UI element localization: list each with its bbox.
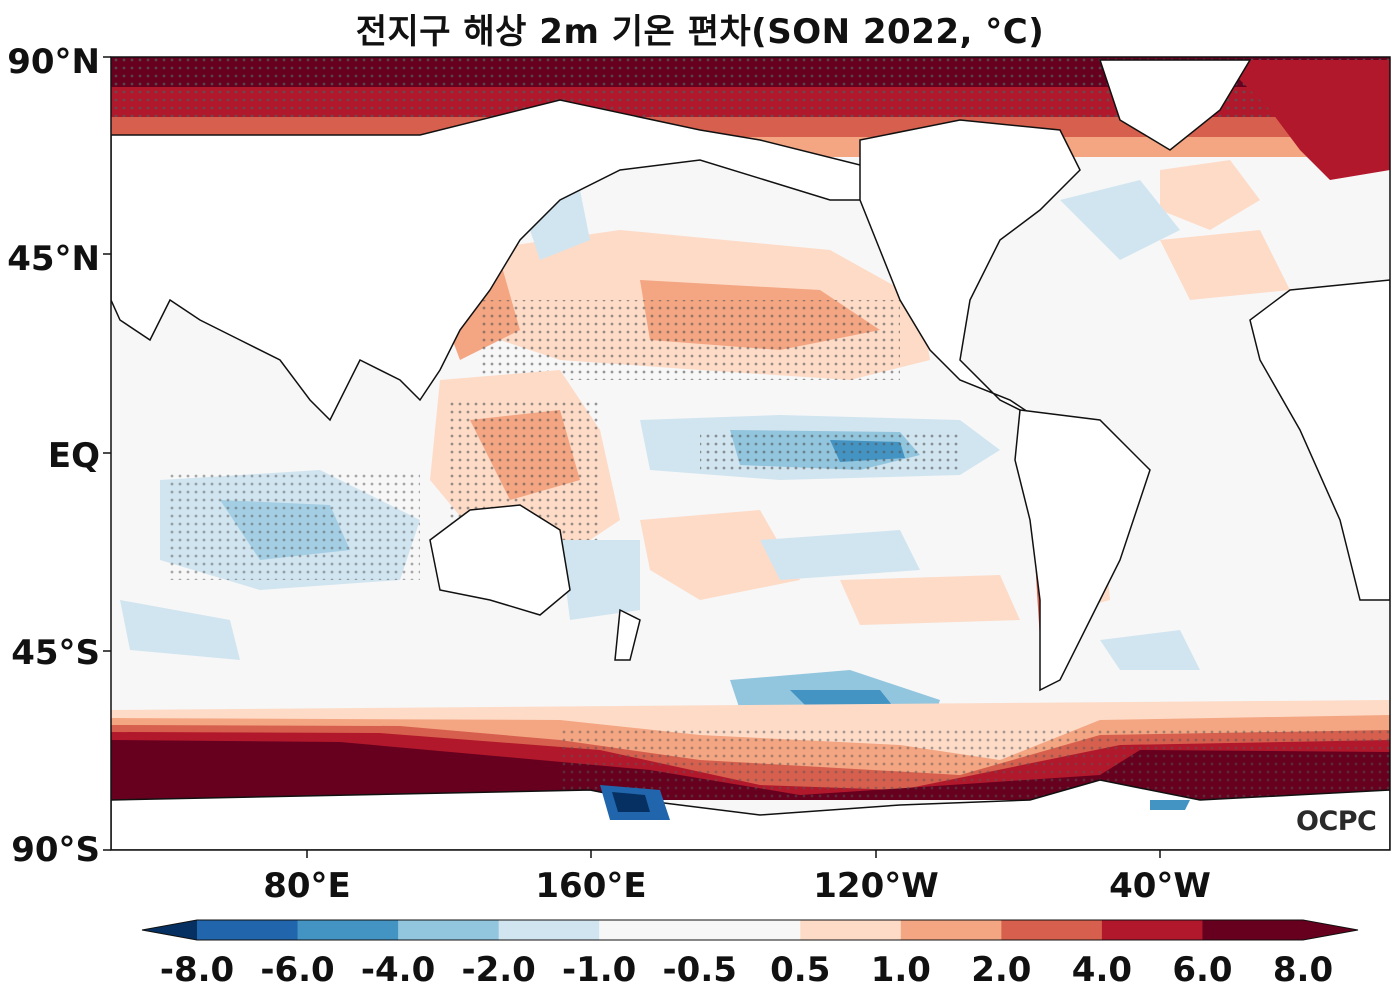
colorbar-label: -4.0 xyxy=(360,950,436,990)
colorbar-label: 6.0 xyxy=(1172,950,1233,990)
colorbar-extend-min xyxy=(142,920,197,940)
africa-east-edge xyxy=(1249,279,1390,601)
north-america xyxy=(859,119,1081,421)
greenland xyxy=(1098,59,1252,151)
south-america xyxy=(1014,409,1151,692)
lon-label-80e: 80°E xyxy=(263,866,351,906)
lat-label-eq: EQ xyxy=(47,436,100,476)
southern-ocean-anomaly xyxy=(111,700,1390,800)
lon-label-40w: 40°W xyxy=(1109,866,1211,906)
eurasia xyxy=(111,99,882,422)
colorbar-label: -1.0 xyxy=(562,950,637,990)
colorbar-label: -8.0 xyxy=(159,950,235,990)
lat-label-90s: 90°S xyxy=(11,830,100,870)
colorbar-box xyxy=(297,920,399,940)
colorbar-box xyxy=(1202,920,1304,940)
australia xyxy=(429,504,571,616)
lon-label-160e: 160°E xyxy=(535,866,647,906)
lat-label-45n: 45°N xyxy=(7,239,100,279)
indian-ocean-anomaly xyxy=(120,470,920,660)
colorbar-frame xyxy=(141,919,1359,941)
axis-ticks xyxy=(103,56,1161,858)
map-title: 전지구 해상 2m 기온 편차(SON 2022, °C) xyxy=(355,12,1045,52)
colorbar-extend-max xyxy=(1303,920,1358,940)
land xyxy=(111,59,1390,850)
colorbar-box xyxy=(197,920,299,940)
new-zealand xyxy=(614,608,641,661)
colorbar-label: 2.0 xyxy=(971,950,1032,990)
ross-sea-core xyxy=(612,792,650,812)
colorbar xyxy=(141,919,1359,941)
north-pacific-anomaly xyxy=(430,190,930,380)
colorbar-box xyxy=(800,920,902,940)
lon-label-120w: 120°W xyxy=(813,866,939,906)
lat-label-45s: 45°S xyxy=(11,633,100,673)
colorbar-box xyxy=(1001,920,1103,940)
colorbar-box xyxy=(498,920,600,940)
colorbar-label: -0.5 xyxy=(662,950,737,990)
colorbar-label: 8.0 xyxy=(1272,950,1334,990)
colorbar-box xyxy=(900,920,1002,940)
colorbar-box xyxy=(398,920,500,940)
colorbar-label: 1.0 xyxy=(870,950,931,990)
colorbar-box xyxy=(1101,920,1203,940)
colorbar-box xyxy=(599,920,701,940)
lat-label-90n: 90°N xyxy=(7,42,100,82)
colorbar-box xyxy=(699,920,801,940)
colorbar-label: 0.5 xyxy=(770,950,831,990)
ocpc-logo: OCPC xyxy=(1296,806,1377,837)
weddell-sea-anomaly xyxy=(1150,800,1190,810)
map-area xyxy=(111,57,1390,850)
colorbar-label: -6.0 xyxy=(260,950,335,990)
colorbar-label: -2.0 xyxy=(461,950,536,990)
la-nina-anomaly xyxy=(640,415,1000,480)
colorbar-label: 4.0 xyxy=(1071,950,1133,990)
